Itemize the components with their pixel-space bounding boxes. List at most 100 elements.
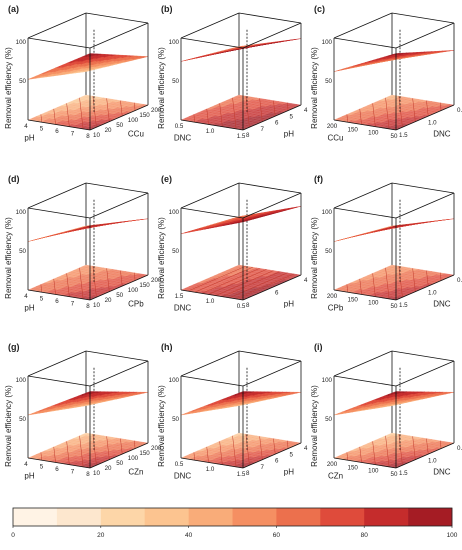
colorbar-bin bbox=[56, 508, 102, 526]
z-tick-label: 50 bbox=[19, 248, 26, 255]
floor-contour-line bbox=[40, 114, 43, 123]
z-tick-label: 50 bbox=[325, 248, 332, 255]
box-top-edge bbox=[180, 37, 244, 49]
x-axis-label: CCu bbox=[327, 134, 343, 143]
colorbar-bin bbox=[364, 508, 409, 526]
surface-panel-8: (h) Removal efficiency (%)100 50 0.5 1.0 1.5 D… bbox=[157, 342, 308, 481]
y-tick-label: 6 bbox=[275, 120, 279, 127]
z-axis-label: Removal efficiency (%) bbox=[157, 217, 166, 299]
box-top-edge bbox=[391, 182, 455, 194]
x-tick-label: 6 bbox=[55, 128, 59, 135]
y-tick-label: 8 bbox=[246, 470, 250, 477]
box-top-edge bbox=[27, 37, 91, 49]
colorbar-bin bbox=[232, 508, 277, 526]
panel-label: (e) bbox=[161, 174, 172, 184]
box-top-edge bbox=[333, 207, 397, 219]
y-tick-label: 6 bbox=[275, 458, 279, 465]
floor-contour-line bbox=[359, 108, 362, 125]
box-top-edge bbox=[238, 12, 302, 24]
y-axis-label: CCu bbox=[128, 129, 144, 138]
panel-label: (i) bbox=[314, 342, 323, 352]
floor-contour-line bbox=[92, 96, 97, 128]
y-tick-label: 10 bbox=[93, 470, 100, 477]
y-tick-label: 200 bbox=[151, 277, 162, 284]
colorbar-tick-label: 20 bbox=[97, 532, 105, 539]
floor-contour-line bbox=[412, 98, 416, 122]
z-tick-label: 50 bbox=[19, 416, 26, 423]
box-top-edge bbox=[89, 22, 149, 49]
box-top-edge bbox=[391, 12, 455, 24]
box-top-edge bbox=[85, 12, 149, 24]
floor-contour-line bbox=[53, 278, 56, 295]
z-tick-label: 100 bbox=[16, 39, 27, 46]
y-tick-label: 1.0 bbox=[428, 120, 437, 127]
y-tick-label: 20 bbox=[105, 297, 112, 304]
x-tick-label: 200 bbox=[327, 293, 338, 300]
z-tick-label: 100 bbox=[322, 377, 333, 384]
x-tick-label: 50 bbox=[391, 303, 398, 310]
y-tick-label: 7 bbox=[261, 126, 265, 133]
floor-contour-line bbox=[206, 108, 209, 125]
floor-contour-line bbox=[372, 103, 376, 127]
floor-contour-line bbox=[245, 96, 250, 128]
x-tick-label: 100 bbox=[368, 468, 379, 475]
y-tick-label: 4 bbox=[304, 445, 308, 452]
floor-contour-line bbox=[53, 108, 56, 125]
colorbar-bin bbox=[144, 508, 189, 526]
floor-contour-line bbox=[385, 97, 390, 129]
x-axis-label: DNC bbox=[174, 472, 192, 481]
y-axis-label: CZn bbox=[128, 467, 143, 476]
x-tick-label: 5 bbox=[40, 464, 44, 471]
box-floor-edge bbox=[333, 119, 397, 131]
y-tick-label: 1.5 bbox=[399, 132, 408, 139]
y-tick-label: 8 bbox=[246, 132, 250, 139]
colorbar-bin bbox=[276, 508, 321, 526]
floor-contour-line bbox=[426, 100, 429, 117]
z-axis-label: Removal efficiency (%) bbox=[310, 217, 319, 299]
y-tick-label: 6 bbox=[275, 290, 279, 297]
box-top-edge bbox=[89, 360, 149, 387]
z-tick-label: 100 bbox=[169, 377, 180, 384]
z-axis-label: Removal efficiency (%) bbox=[4, 47, 13, 129]
x-tick-label: 0.5 bbox=[175, 123, 184, 130]
x-tick-label: 5 bbox=[40, 126, 44, 133]
box-floor-edge bbox=[27, 289, 91, 301]
y-tick-label: 5 bbox=[290, 451, 294, 458]
box-top-edge bbox=[180, 182, 240, 209]
y-tick-label: 200 bbox=[151, 107, 162, 114]
y-tick-label: 8 bbox=[246, 302, 250, 309]
y-axis-label: CPb bbox=[128, 299, 144, 308]
box-top-edge bbox=[85, 350, 149, 362]
box-top-edge bbox=[333, 350, 393, 377]
floor-contour-line bbox=[40, 284, 43, 293]
y-tick-label: 150 bbox=[139, 450, 150, 457]
x-tick-label: 8 bbox=[86, 133, 90, 140]
y-tick-label: 0.5 bbox=[457, 445, 462, 452]
y-tick-label: 5 bbox=[290, 113, 294, 120]
box-top-edge bbox=[180, 350, 240, 377]
x-tick-label: 6 bbox=[55, 298, 59, 305]
x-tick-label: 8 bbox=[86, 303, 90, 310]
colorbar-bin bbox=[408, 508, 453, 526]
colorbar-bin bbox=[100, 508, 145, 526]
box-top-edge bbox=[242, 22, 302, 49]
z-tick-label: 100 bbox=[322, 209, 333, 216]
box-top-edge bbox=[395, 22, 455, 49]
z-tick-label: 50 bbox=[172, 78, 179, 85]
x-tick-label: 1.5 bbox=[175, 293, 184, 300]
x-tick-label: 1.0 bbox=[206, 466, 215, 473]
floor-contour-line bbox=[106, 268, 110, 292]
y-tick-label: 50 bbox=[116, 460, 123, 467]
box-top-edge bbox=[333, 12, 393, 39]
z-tick-label: 100 bbox=[169, 209, 180, 216]
floor-contour-line bbox=[79, 97, 84, 129]
y-tick-label: 4 bbox=[304, 107, 308, 114]
y-tick-label: 100 bbox=[128, 117, 139, 124]
y-tick-label: 10 bbox=[93, 302, 100, 309]
colorbar-bin bbox=[13, 508, 58, 526]
